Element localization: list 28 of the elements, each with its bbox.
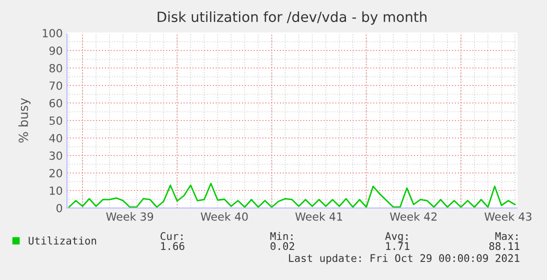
legend-label: Utilization	[28, 236, 96, 245]
y-tick-label: 30	[50, 151, 62, 160]
y-tick-label: 40	[49, 134, 62, 142]
text: 88.11	[489, 242, 520, 250]
y-tick-label: 20	[50, 168, 62, 178]
x-tick-label: Week 39	[106, 212, 154, 221]
x-tick-label: Week 40	[200, 212, 248, 221]
y-tick-label: 80	[49, 64, 62, 72]
x-tick-label: Week 43	[484, 212, 532, 221]
chart-title: Disk utilization for /dev/vda - by month	[158, 11, 426, 25]
text: 1.71	[386, 242, 410, 250]
x-tick-label: Week 42	[390, 212, 437, 221]
y-axis-title: % busy	[18, 98, 31, 143]
y-tick-label: 10	[50, 186, 62, 195]
text: Max:	[495, 232, 518, 240]
text: 0.02	[270, 242, 294, 250]
y-tick-label: 50	[50, 116, 62, 125]
x-tick-label: Week 41	[295, 212, 342, 221]
y-tick-label: 100	[42, 28, 62, 38]
text: Cur:	[160, 232, 182, 240]
y-tick-label: 0	[56, 204, 62, 212]
y-tick-label: 60	[49, 98, 62, 108]
text: Avg:	[385, 232, 408, 242]
y-tick-label: 90	[49, 46, 62, 55]
text: Min:	[270, 232, 292, 240]
text: Last update: Fri Oct 29 00:00:09 2021	[289, 254, 520, 264]
y-tick-label: 70	[50, 81, 62, 90]
text: 1.66	[161, 242, 184, 250]
